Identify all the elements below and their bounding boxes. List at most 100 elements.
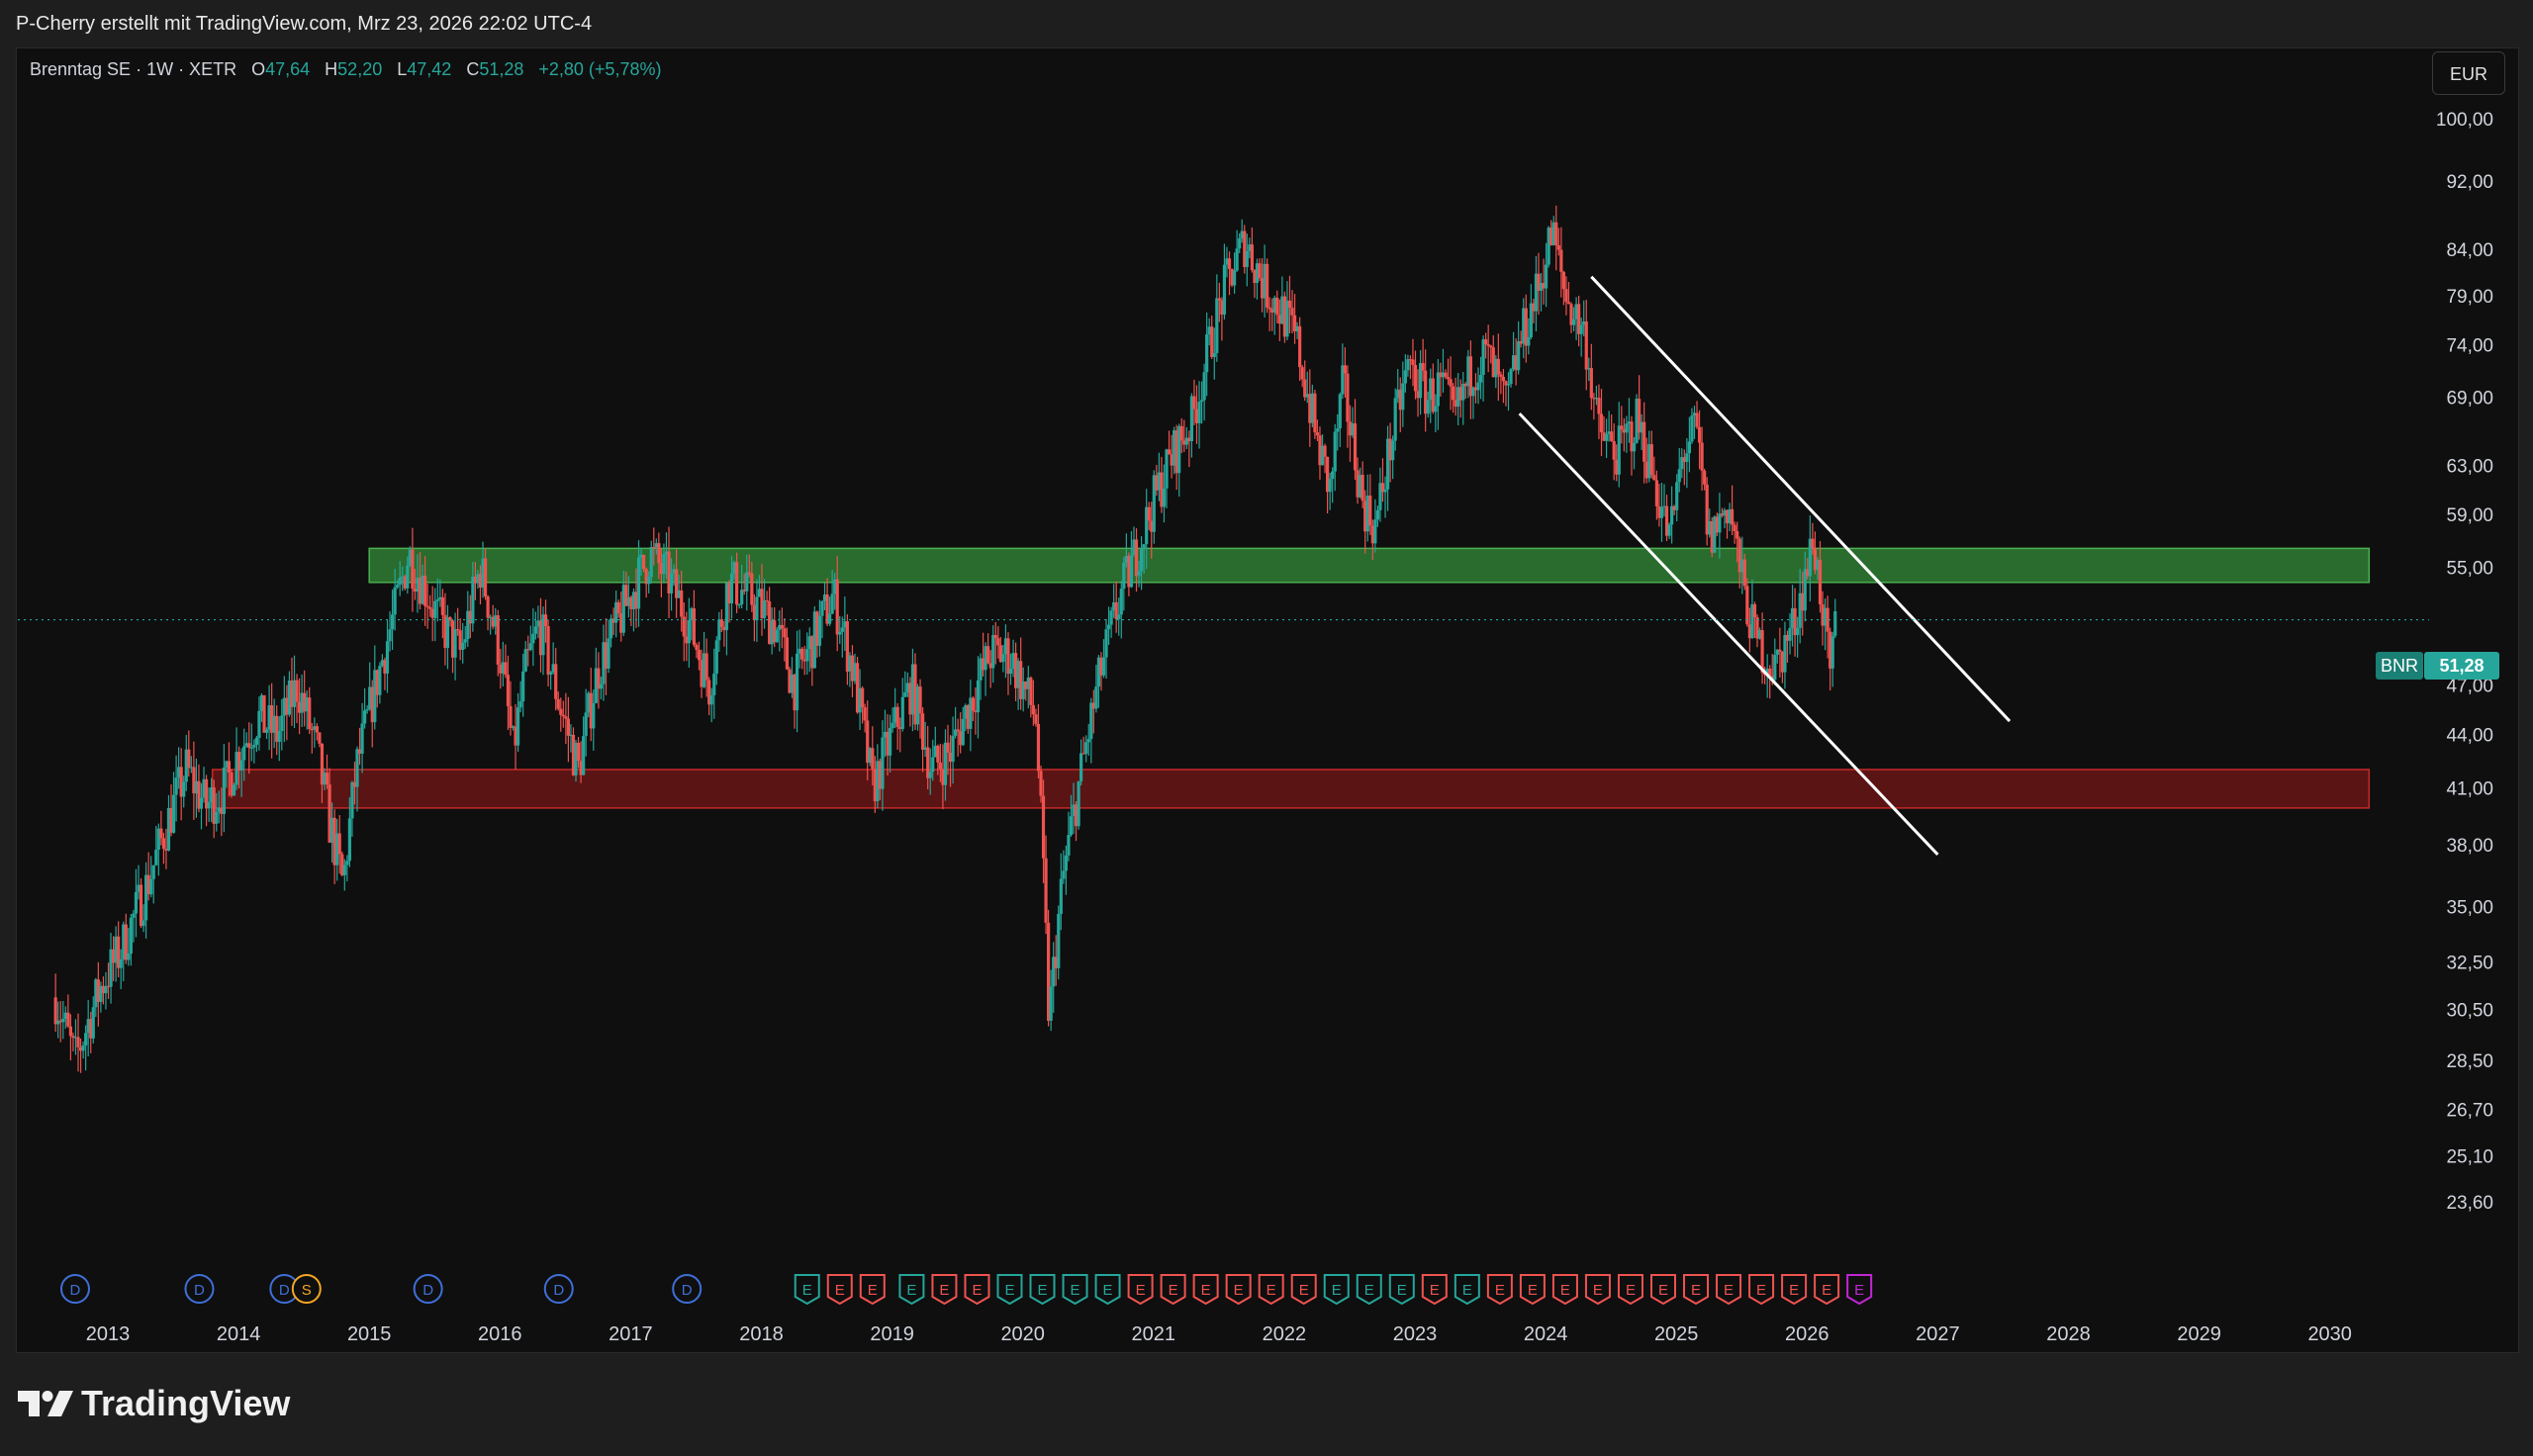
candle-body bbox=[328, 784, 331, 843]
earnings-marker-label: E bbox=[1234, 1282, 1244, 1299]
candle-body bbox=[607, 638, 610, 669]
candle-body bbox=[235, 752, 238, 785]
y-tick-label: 32,50 bbox=[2446, 954, 2493, 974]
candle-body bbox=[1079, 753, 1083, 781]
candle-body bbox=[1670, 505, 1674, 525]
channel-line-1 bbox=[1590, 275, 2012, 723]
candle-body bbox=[463, 639, 467, 643]
candle-body bbox=[830, 593, 834, 614]
candle-body bbox=[936, 745, 940, 763]
currency-button[interactable]: EUR bbox=[2432, 51, 2505, 95]
candle-body bbox=[1303, 379, 1307, 398]
candle-body bbox=[272, 715, 276, 733]
candle-body bbox=[207, 801, 211, 809]
candle-body bbox=[335, 833, 339, 865]
candle-body bbox=[1275, 298, 1279, 316]
candle-body bbox=[752, 604, 756, 621]
candle-body bbox=[1170, 454, 1173, 466]
candle-body bbox=[443, 614, 447, 648]
candle-body bbox=[652, 547, 656, 549]
candle-body bbox=[99, 985, 103, 1002]
y-tick-label: 84,00 bbox=[2446, 240, 2493, 261]
earnings-icon bbox=[1127, 1274, 1154, 1306]
candle-body bbox=[141, 920, 145, 927]
candle-body bbox=[1566, 302, 1571, 305]
candle-body bbox=[352, 781, 357, 787]
candle-body bbox=[1545, 264, 1548, 289]
footer bbox=[0, 1353, 2533, 1456]
candle-body bbox=[1620, 425, 1624, 430]
candle-body bbox=[1086, 739, 1090, 743]
candle-body bbox=[1089, 702, 1093, 740]
earnings-marker-label: E bbox=[1299, 1282, 1309, 1299]
candle-body bbox=[1426, 400, 1430, 414]
candle-body bbox=[197, 780, 201, 809]
candle-body bbox=[355, 749, 359, 787]
dividend-marker-label: D bbox=[682, 1282, 693, 1299]
candle-body bbox=[709, 694, 713, 705]
candle-body bbox=[778, 624, 782, 630]
candle-body bbox=[220, 807, 224, 814]
candle-body bbox=[1227, 258, 1232, 269]
tradingview-logo[interactable]: TradingView bbox=[18, 1383, 290, 1424]
candle-body bbox=[669, 573, 674, 593]
candle-body bbox=[1179, 425, 1183, 441]
earnings-icon bbox=[1814, 1274, 1840, 1306]
candle-body bbox=[810, 636, 814, 669]
candle-body bbox=[1057, 913, 1061, 968]
candle-body bbox=[58, 1020, 62, 1023]
candle-body bbox=[1104, 629, 1108, 658]
candle-body bbox=[1140, 547, 1144, 572]
candle-body bbox=[1062, 870, 1066, 879]
candle-body bbox=[946, 742, 950, 753]
candle-body bbox=[303, 692, 307, 712]
split-marker-label: S bbox=[302, 1282, 312, 1299]
candle-body bbox=[184, 749, 188, 782]
candle-body bbox=[1134, 539, 1139, 577]
candle-body bbox=[717, 619, 721, 641]
candle-body bbox=[1243, 230, 1247, 267]
candle-body bbox=[1250, 244, 1254, 271]
candle-body bbox=[1672, 505, 1676, 510]
y-tick-label: 26,70 bbox=[2446, 1101, 2493, 1122]
candle-body bbox=[1444, 372, 1448, 378]
earnings-icon bbox=[1551, 1274, 1578, 1306]
candle-body bbox=[1114, 601, 1118, 619]
candle-body bbox=[1494, 358, 1498, 378]
earnings-marker-label: E bbox=[1169, 1282, 1178, 1299]
candle-body bbox=[1019, 661, 1023, 699]
candle-body bbox=[1235, 248, 1239, 271]
candle-body bbox=[1348, 421, 1353, 436]
candle-body bbox=[951, 735, 955, 763]
candle-body bbox=[418, 577, 422, 604]
earnings-icon bbox=[1029, 1274, 1056, 1306]
candle-body bbox=[624, 585, 628, 606]
candle-body bbox=[137, 884, 141, 892]
earnings-marker-label: E bbox=[1332, 1282, 1342, 1299]
candle-body bbox=[1021, 681, 1025, 699]
candle-body bbox=[1287, 300, 1292, 309]
candle-body bbox=[905, 682, 909, 692]
candle-body bbox=[1499, 374, 1503, 378]
y-tick-label: 38,00 bbox=[2446, 836, 2493, 857]
candle-body bbox=[217, 807, 221, 812]
earnings-icon bbox=[1323, 1274, 1350, 1306]
candle-body bbox=[1770, 676, 1774, 681]
symbol-legend[interactable]: Brenntag SE · 1W · XETR O47,64 H52,20 L4… bbox=[30, 59, 661, 80]
candle-body bbox=[1034, 714, 1038, 724]
high-value: 52,20 bbox=[337, 59, 383, 79]
candle-body bbox=[765, 599, 769, 602]
candle-body bbox=[1697, 426, 1702, 443]
candle-body bbox=[1647, 444, 1651, 479]
candle-body bbox=[802, 659, 806, 662]
candle-body bbox=[212, 787, 216, 824]
candle-body bbox=[900, 696, 904, 729]
candle-body bbox=[380, 660, 385, 667]
candle-body bbox=[127, 954, 131, 960]
candle-body bbox=[1202, 372, 1206, 401]
candle-body bbox=[1285, 300, 1289, 337]
earnings-marker-label: E bbox=[1854, 1282, 1864, 1299]
candle-body bbox=[1755, 617, 1759, 639]
candle-body bbox=[53, 997, 57, 1025]
